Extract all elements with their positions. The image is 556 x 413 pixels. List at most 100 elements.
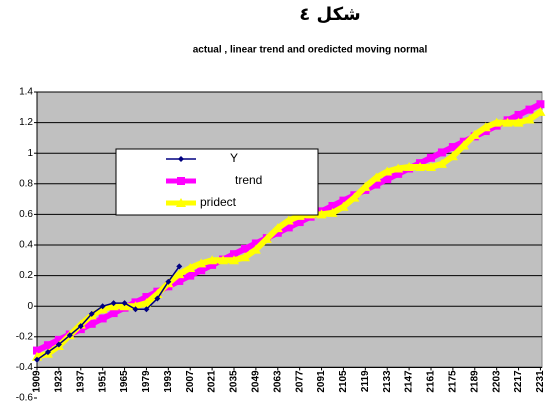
data-point bbox=[436, 158, 447, 168]
x-tick-label: 2119 bbox=[360, 370, 371, 392]
x-tick-label: 2203 bbox=[491, 370, 502, 393]
data-point bbox=[425, 161, 436, 171]
legend-marker bbox=[178, 156, 184, 162]
data-point bbox=[404, 161, 415, 171]
y-tick-label: 1 bbox=[27, 148, 33, 159]
data-point bbox=[110, 300, 117, 307]
data-point bbox=[142, 293, 151, 302]
data-point bbox=[491, 117, 502, 127]
data-point bbox=[196, 258, 207, 268]
y-tick-label: 0.4 bbox=[19, 240, 33, 251]
x-tick-label: 2091 bbox=[316, 370, 327, 393]
y-tick-label: 0.8 bbox=[19, 178, 33, 189]
data-point bbox=[121, 300, 128, 307]
x-tick-label: 2175 bbox=[448, 370, 459, 393]
data-point bbox=[383, 175, 392, 184]
legend-marker bbox=[176, 198, 186, 207]
data-point bbox=[176, 263, 183, 270]
x-tick-label: 1965 bbox=[119, 370, 130, 393]
data-point bbox=[197, 266, 206, 275]
x-tick-label: 2007 bbox=[185, 370, 196, 393]
data-point bbox=[87, 319, 96, 328]
data-point bbox=[250, 244, 261, 254]
data-point bbox=[132, 306, 139, 313]
chart-title: شكل ٤ bbox=[299, 4, 361, 25]
data-point bbox=[480, 122, 491, 132]
data-point bbox=[218, 255, 229, 265]
data-point bbox=[141, 298, 152, 308]
data-point bbox=[143, 306, 150, 313]
data-point bbox=[33, 346, 41, 355]
x-tick-label: 2189 bbox=[469, 370, 480, 393]
data-point bbox=[349, 192, 360, 202]
data-point bbox=[273, 228, 282, 237]
x-tick-label: 2105 bbox=[338, 370, 349, 393]
data-point bbox=[458, 140, 469, 150]
x-tick-label: 2035 bbox=[229, 370, 240, 393]
data-point bbox=[109, 309, 118, 318]
data-point bbox=[448, 143, 457, 152]
data-point bbox=[514, 110, 523, 119]
data-point bbox=[394, 169, 403, 178]
data-point bbox=[88, 310, 95, 317]
y-tick-label: 1.4 bbox=[19, 87, 33, 98]
x-tick-label: 2217 bbox=[513, 370, 524, 393]
legend-label: pridect bbox=[200, 195, 237, 209]
data-point bbox=[77, 323, 84, 330]
y-tick-label: 0 bbox=[27, 301, 33, 312]
data-point bbox=[372, 180, 381, 189]
x-tick-label: 2049 bbox=[251, 370, 262, 393]
legend-marker bbox=[177, 177, 185, 185]
data-point bbox=[284, 223, 293, 232]
data-point bbox=[525, 105, 534, 114]
data-point bbox=[185, 262, 196, 272]
data-point bbox=[66, 332, 73, 339]
x-tick-label: 2021 bbox=[207, 370, 218, 393]
x-tick-label: 2077 bbox=[294, 370, 305, 393]
data-point bbox=[382, 166, 393, 176]
x-tick-label: 2231 bbox=[535, 370, 546, 393]
x-tick-label: 2133 bbox=[382, 370, 393, 393]
data-point bbox=[327, 207, 338, 217]
data-point bbox=[99, 303, 106, 310]
data-point bbox=[338, 201, 349, 211]
data-point bbox=[251, 239, 260, 248]
y-tick-label: 1.2 bbox=[19, 117, 33, 128]
data-point bbox=[98, 314, 107, 323]
legend-label: Y bbox=[230, 151, 238, 165]
data-point bbox=[524, 114, 535, 124]
data-point bbox=[502, 117, 513, 127]
x-tick-label: 1909 bbox=[32, 370, 43, 393]
data-point bbox=[360, 181, 371, 191]
y-tick-label: -0.4 bbox=[16, 362, 34, 373]
data-point bbox=[54, 335, 63, 344]
data-point bbox=[393, 163, 404, 173]
data-point bbox=[469, 129, 480, 139]
data-point bbox=[239, 252, 250, 262]
y-tick-label: 0.6 bbox=[19, 209, 33, 220]
series-line bbox=[36, 265, 180, 361]
x-tick-label: 1993 bbox=[163, 370, 174, 393]
x-tick-label: 1951 bbox=[97, 370, 108, 393]
data-point bbox=[186, 271, 195, 280]
y-tick-label: 0.2 bbox=[19, 270, 33, 281]
data-point bbox=[43, 341, 52, 350]
data-point bbox=[240, 244, 249, 253]
data-point bbox=[513, 117, 524, 127]
y-tick-label: -0.6 bbox=[16, 393, 34, 404]
data-point bbox=[208, 260, 217, 269]
x-tick-label: 2063 bbox=[272, 370, 283, 393]
data-point bbox=[283, 215, 294, 225]
data-point bbox=[175, 276, 184, 285]
data-point bbox=[328, 201, 337, 210]
data-point bbox=[55, 341, 62, 348]
data-point bbox=[261, 233, 272, 243]
data-point bbox=[154, 295, 161, 302]
data-point bbox=[34, 356, 40, 363]
data-point bbox=[371, 172, 382, 182]
data-point bbox=[339, 196, 348, 205]
data-point bbox=[426, 153, 435, 162]
legend-label: trend bbox=[235, 173, 262, 187]
data-point bbox=[272, 223, 283, 233]
